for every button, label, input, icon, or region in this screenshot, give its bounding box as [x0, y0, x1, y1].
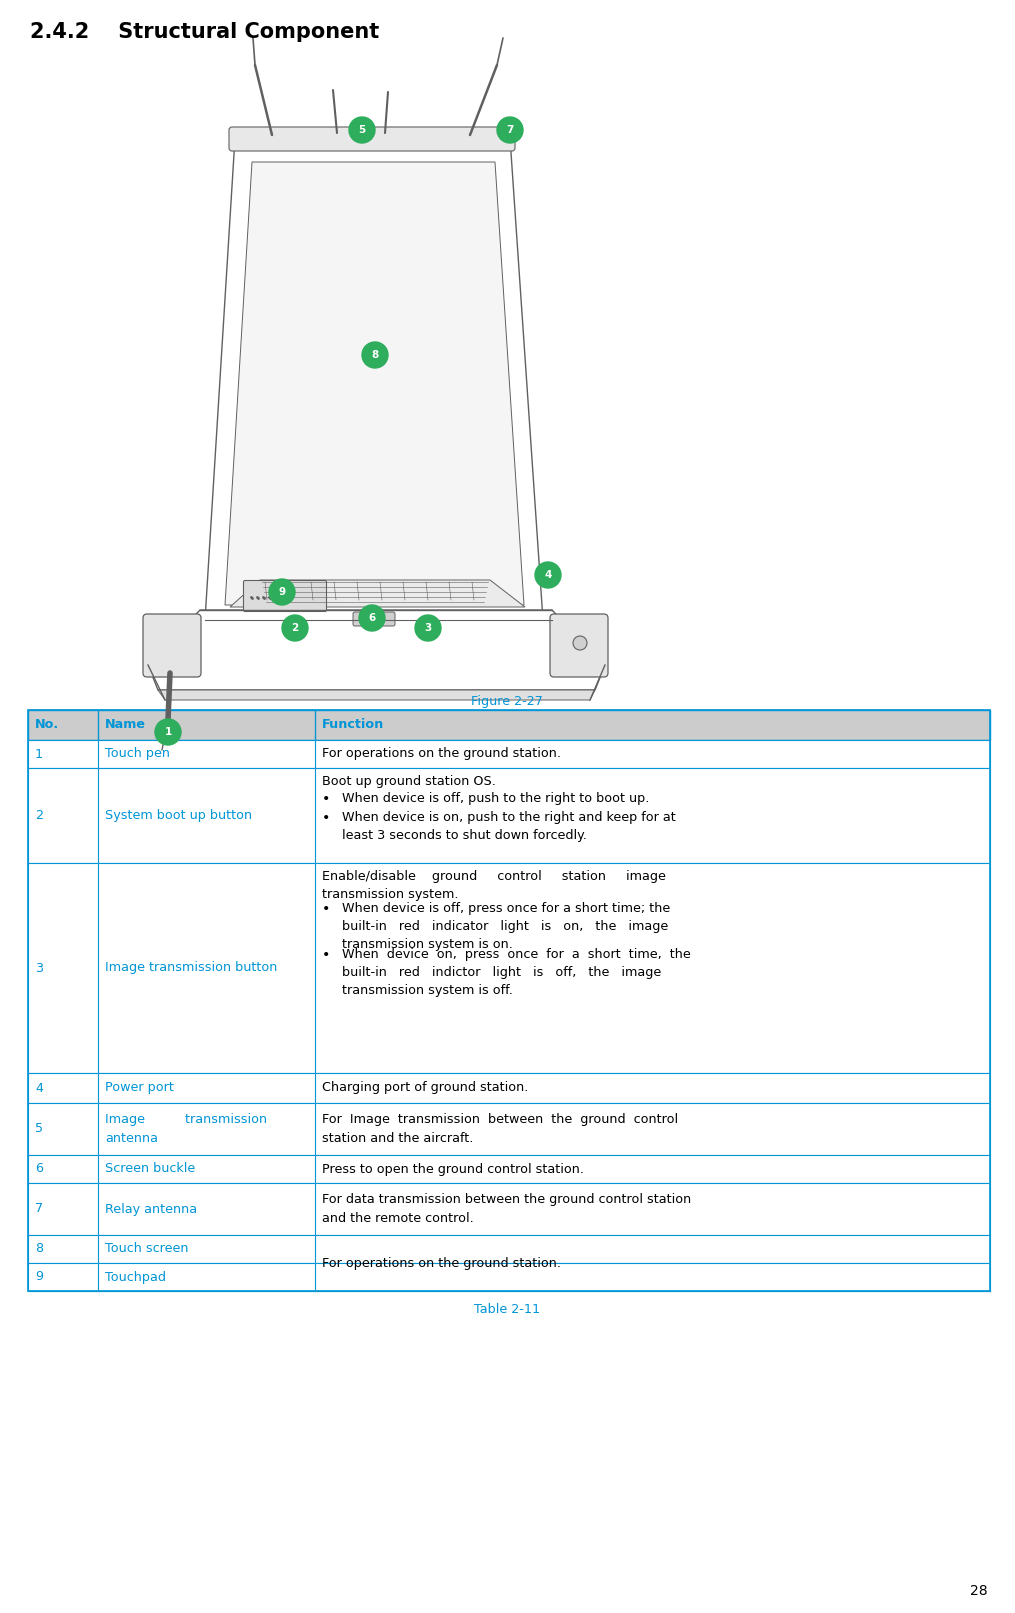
Circle shape — [282, 615, 308, 640]
Text: •: • — [322, 792, 330, 806]
Text: When device is on, push to the right and keep for at
least 3 seconds to shut dow: When device is on, push to the right and… — [342, 810, 675, 842]
Circle shape — [573, 636, 587, 650]
Bar — [28, 1182, 990, 1236]
Text: For data transmission between the ground control station
and the remote control.: For data transmission between the ground… — [322, 1194, 691, 1224]
Text: Touch pen: Touch pen — [106, 747, 171, 760]
FancyBboxPatch shape — [143, 615, 201, 677]
Text: Charging port of ground station.: Charging port of ground station. — [322, 1081, 528, 1095]
Text: 2: 2 — [291, 623, 298, 632]
Text: 4: 4 — [544, 569, 552, 581]
Text: System boot up button: System boot up button — [106, 810, 253, 823]
Text: •: • — [322, 810, 330, 824]
Text: •: • — [322, 902, 330, 916]
Text: •: • — [322, 948, 330, 963]
Bar — [28, 863, 990, 1073]
Text: Screen buckle: Screen buckle — [106, 1163, 196, 1176]
Text: Image transmission button: Image transmission button — [106, 961, 277, 974]
Text: Table 2-11: Table 2-11 — [474, 1303, 540, 1316]
Circle shape — [359, 605, 385, 631]
Bar — [28, 710, 990, 1290]
Text: 4: 4 — [35, 1081, 43, 1095]
Text: Touch screen: Touch screen — [106, 1242, 189, 1255]
Text: Boot up ground station OS.: Boot up ground station OS. — [322, 774, 495, 789]
Text: Image          transmission
antenna: Image transmission antenna — [106, 1113, 267, 1145]
Circle shape — [362, 342, 388, 368]
Text: Enable/disable    ground     control     station     image
transmission system.: Enable/disable ground control station im… — [322, 869, 666, 902]
Circle shape — [497, 118, 523, 144]
Text: When  device  on,  press  once  for  a  short  time,  the
built-in   red   indic: When device on, press once for a short t… — [342, 948, 690, 997]
Polygon shape — [205, 139, 543, 619]
Text: When device is off, press once for a short time; the
built-in   red   indicator : When device is off, press once for a sho… — [342, 902, 670, 950]
Bar — [28, 740, 990, 768]
Text: 7: 7 — [35, 1203, 43, 1216]
Bar — [28, 1263, 990, 1290]
Text: 3: 3 — [35, 961, 43, 974]
Text: 5: 5 — [358, 124, 365, 135]
Text: For operations on the ground station.: For operations on the ground station. — [322, 747, 560, 760]
Circle shape — [349, 118, 375, 144]
Bar — [28, 1073, 990, 1103]
Text: For operations on the ground station.: For operations on the ground station. — [322, 1257, 560, 1269]
Polygon shape — [225, 161, 524, 605]
Text: 8: 8 — [35, 1242, 43, 1255]
Text: 6: 6 — [35, 1163, 43, 1176]
Text: Name: Name — [106, 718, 146, 732]
Circle shape — [155, 719, 181, 745]
Polygon shape — [158, 690, 595, 700]
Text: Power port: Power port — [106, 1081, 175, 1095]
Text: When device is off, push to the right to boot up.: When device is off, push to the right to… — [342, 792, 649, 805]
FancyBboxPatch shape — [244, 581, 327, 611]
Polygon shape — [230, 581, 525, 606]
Circle shape — [269, 579, 295, 605]
Text: Press to open the ground control station.: Press to open the ground control station… — [322, 1163, 584, 1176]
Polygon shape — [148, 610, 605, 690]
Text: For  Image  transmission  between  the  ground  control
station and the aircraft: For Image transmission between the groun… — [322, 1113, 678, 1145]
FancyBboxPatch shape — [550, 615, 608, 677]
Circle shape — [415, 615, 441, 640]
Text: 2.4.2    Structural Component: 2.4.2 Structural Component — [30, 23, 380, 42]
Text: Figure 2-27: Figure 2-27 — [471, 695, 543, 708]
Circle shape — [535, 561, 561, 589]
Text: 7: 7 — [506, 124, 514, 135]
Text: 28: 28 — [970, 1584, 988, 1598]
Bar — [28, 1236, 990, 1263]
Text: 9: 9 — [278, 587, 285, 597]
FancyBboxPatch shape — [229, 127, 515, 152]
Bar — [28, 1103, 990, 1155]
Text: 9: 9 — [35, 1271, 43, 1284]
Text: 5: 5 — [35, 1123, 43, 1136]
Text: No.: No. — [35, 718, 59, 732]
Bar — [28, 710, 990, 740]
Text: 1: 1 — [164, 727, 172, 737]
Text: Touchpad: Touchpad — [106, 1271, 166, 1284]
Text: 6: 6 — [368, 613, 376, 623]
Text: 8: 8 — [371, 350, 379, 360]
Text: 3: 3 — [424, 623, 431, 632]
Text: 1: 1 — [35, 747, 43, 760]
Bar — [28, 768, 990, 863]
Text: 2: 2 — [35, 810, 43, 823]
Text: Function: Function — [322, 718, 384, 732]
Text: Relay antenna: Relay antenna — [106, 1203, 197, 1216]
FancyBboxPatch shape — [353, 611, 395, 626]
Bar — [28, 1155, 990, 1182]
